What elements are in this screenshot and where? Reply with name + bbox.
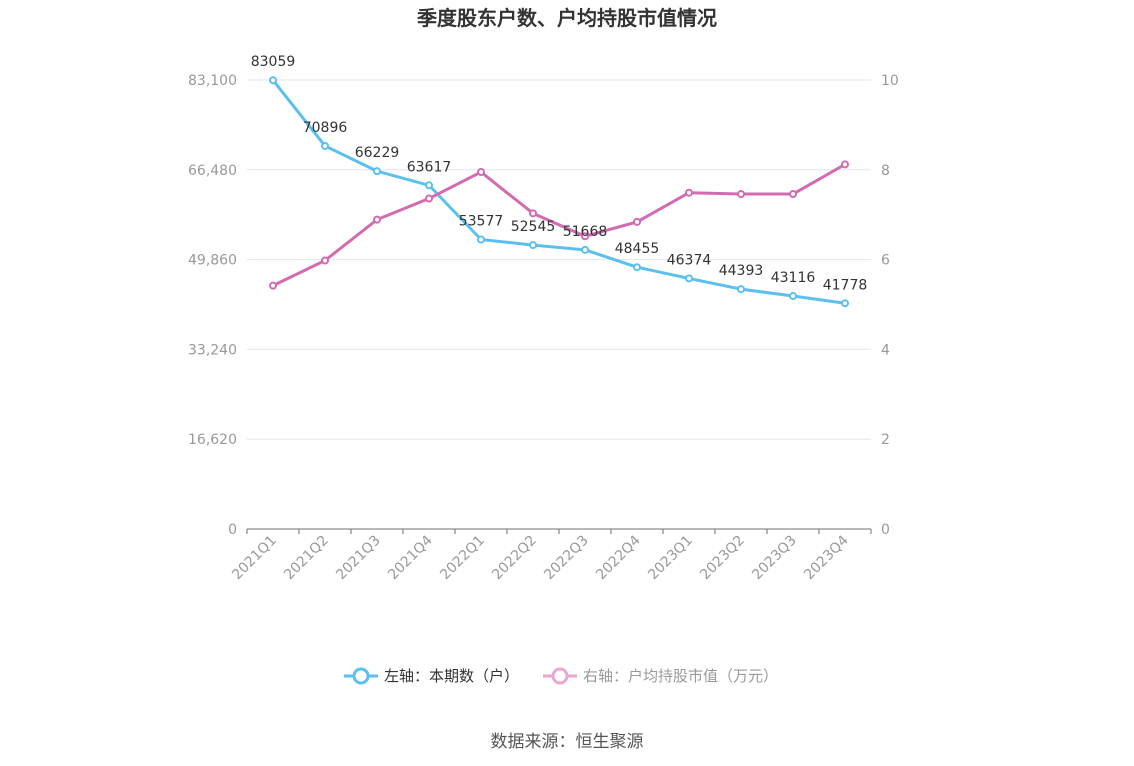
series-point-left (685, 274, 693, 283)
y-left-tick-label: 66,480 (188, 163, 237, 179)
data-label: 52545 (511, 219, 556, 235)
data-label: 63617 (407, 159, 452, 175)
y-right-tick-label: 6 (881, 253, 890, 269)
series-point-left (477, 235, 485, 244)
series-line-left (271, 79, 846, 305)
x-tick-label: 2022Q4 (593, 532, 644, 583)
series-point-left (529, 241, 537, 250)
y-right-tick-label: 0 (881, 522, 890, 538)
series-point-right (477, 168, 485, 177)
chart-title: 季度股东户数、户均持股市值情况 (416, 6, 717, 30)
data-label: 44393 (719, 263, 764, 279)
data-label: 41778 (823, 277, 868, 293)
series-point-right (685, 188, 693, 197)
legend-label-right: 右轴：户均持股市值（万元） (583, 667, 778, 685)
series-point-right (529, 209, 537, 218)
x-tick-label: 2021Q3 (333, 533, 384, 584)
source-text: 数据来源：恒生聚源 (491, 732, 644, 752)
x-tick-label: 2023Q3 (749, 533, 800, 584)
series-point-right (633, 217, 641, 226)
y-right-tick-label: 2 (881, 432, 890, 448)
series-point-left (425, 181, 433, 190)
y-left-tick-label: 16,620 (188, 432, 237, 448)
y-right-tick-label: 4 (881, 342, 890, 358)
y-right-tick-label: 10 (881, 73, 899, 89)
x-tick-label: 2022Q2 (489, 533, 540, 584)
legend: 左轴：本期数（户） 右轴：户均持股市值（万元） (344, 667, 778, 685)
right-axis: 0 2 4 6 8 10 (881, 73, 899, 538)
x-tick-label: 2023Q4 (801, 532, 852, 583)
x-tick-label: 2021Q2 (281, 533, 332, 584)
y-left-tick-label: 33,240 (188, 342, 237, 358)
y-left-tick-label: 83,100 (188, 73, 237, 89)
x-tick-label: 2022Q3 (541, 533, 592, 584)
x-tick-label: 2021Q1 (229, 533, 280, 584)
legend-marker-right (551, 667, 569, 685)
series-point-right (737, 190, 745, 199)
x-tick-label: 2022Q1 (437, 533, 488, 584)
data-label: 48455 (615, 241, 660, 257)
y-left-tick-label: 0 (228, 522, 237, 538)
data-label: 66229 (355, 145, 400, 161)
x-axis: 2021Q1 2021Q2 2021Q3 2021Q4 2022Q1 2022Q2 2022… (229, 528, 872, 584)
series-point-right (373, 215, 381, 224)
legend-item-right[interactable]: 右轴：户均持股市值（万元） (543, 667, 778, 685)
series-point-right (425, 194, 433, 203)
data-label: 70896 (303, 120, 348, 136)
data-label: 83059 (251, 54, 296, 70)
y-right-tick-label: 8 (881, 163, 890, 179)
series-layer: 83059 70896 66229 63617 53577 52545 51668 48455… (251, 54, 868, 308)
series-point-right (841, 160, 849, 169)
series-point-right (581, 232, 589, 241)
y-left-tick-label: 49,860 (188, 253, 237, 269)
series-point-left (737, 285, 745, 294)
legend-label-left: 左轴：本期数（户） (384, 667, 519, 685)
left-axis: 0 16,620 33,240 49,860 66,480 83,100 (188, 73, 237, 538)
series-point-left (373, 167, 381, 176)
data-label: 43116 (771, 270, 816, 286)
series-point-right (269, 281, 277, 290)
legend-marker-left (352, 667, 370, 685)
series-point-left (269, 76, 277, 85)
legend-item-left[interactable]: 左轴：本期数（户） (344, 667, 519, 685)
grid-lines (247, 79, 871, 440)
series-point-left (789, 292, 797, 301)
series-point-left (841, 299, 849, 308)
series-line-right (272, 163, 846, 287)
series-point-left (581, 245, 589, 254)
data-label: 46374 (667, 252, 712, 268)
series-point-left (633, 263, 641, 272)
series-point-left (321, 141, 329, 150)
series-point-right (789, 190, 797, 199)
x-tick-label: 2021Q4 (385, 532, 436, 583)
data-label: 53577 (459, 214, 504, 230)
x-tick-label: 2023Q1 (645, 533, 696, 584)
x-tick-label: 2023Q2 (697, 533, 748, 584)
series-point-right (321, 256, 329, 265)
data-label: 51668 (563, 224, 608, 240)
